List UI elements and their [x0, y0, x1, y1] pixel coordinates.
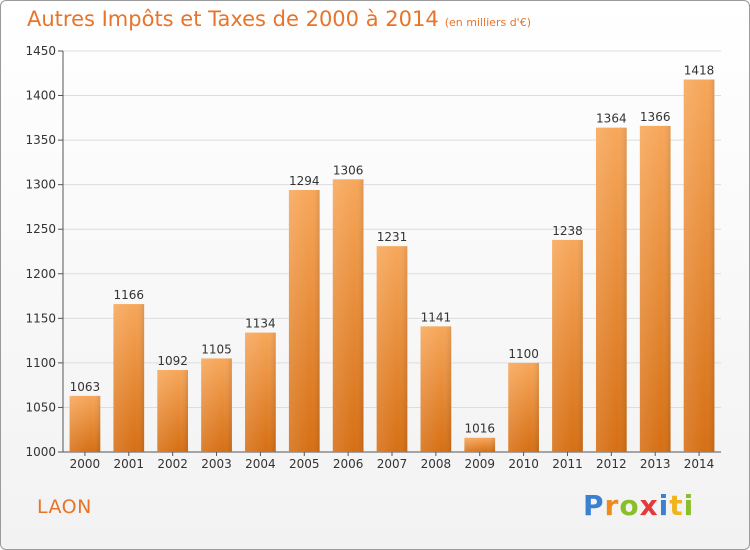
x-tick-label: 2010 [508, 457, 539, 471]
logo-letter: o [619, 489, 640, 522]
bar-shade [639, 125, 671, 452]
data-label: 1105 [201, 342, 232, 356]
logo-letter: i [683, 489, 695, 522]
bar-shade [157, 370, 189, 452]
x-tick-label: 2005 [289, 457, 320, 471]
chart-subtitle: (en milliers d'€) [444, 16, 531, 29]
data-label: 1141 [421, 310, 452, 324]
bar-shade [552, 239, 583, 452]
x-tick-label: 2007 [377, 457, 408, 471]
logo-letter: x [639, 489, 659, 522]
x-tick-label: 2002 [157, 457, 188, 471]
data-label: 1063 [70, 380, 101, 394]
data-label: 1134 [245, 317, 276, 331]
data-label: 1418 [684, 64, 715, 78]
bar-shade [201, 358, 232, 452]
y-tick-label: 1450 [25, 44, 56, 58]
city-label: LAON [37, 496, 92, 518]
logo-letter: P [583, 489, 605, 522]
x-tick-label: 2003 [201, 457, 232, 471]
y-tick-label: 1250 [25, 222, 56, 236]
x-tick-label: 2011 [552, 457, 583, 471]
logo-letter: t [669, 489, 684, 522]
data-label: 1294 [289, 174, 320, 188]
data-label: 1166 [114, 288, 145, 302]
logo-letter: i [658, 489, 670, 522]
x-tick-label: 2006 [333, 457, 364, 471]
data-label: 1364 [596, 112, 627, 126]
y-tick-label: 1300 [25, 178, 56, 192]
bar-shade [113, 304, 145, 452]
data-label: 1092 [157, 354, 188, 368]
bar-shade [69, 395, 101, 452]
bar-shade [288, 190, 320, 452]
x-tick-label: 2004 [245, 457, 276, 471]
y-tick-label: 1400 [25, 89, 56, 103]
y-tick-label: 1350 [25, 133, 56, 147]
y-tick-label: 1050 [25, 400, 56, 414]
x-tick-label: 2008 [421, 457, 452, 471]
x-tick-label: 2014 [684, 457, 715, 471]
data-label: 1016 [464, 422, 495, 436]
bar-shade [508, 362, 539, 452]
bar-shade [420, 326, 452, 452]
x-tick-label: 2009 [464, 457, 495, 471]
bar-shade [245, 332, 276, 452]
y-tick-label: 1000 [25, 445, 56, 459]
data-label: 1100 [508, 347, 539, 361]
x-tick-label: 2013 [640, 457, 671, 471]
bar-shade [376, 246, 408, 452]
data-label: 1231 [377, 230, 408, 244]
y-tick-label: 1100 [25, 356, 56, 370]
data-label: 1366 [640, 110, 671, 124]
x-tick-label: 2001 [114, 457, 145, 471]
bar-shade [464, 437, 496, 452]
chart-title: Autres Impôts et Taxes de 2000 à 2014 (en… [27, 7, 531, 31]
bar-shade [683, 79, 715, 452]
y-tick-label: 1200 [25, 267, 56, 281]
bar-shade [332, 179, 364, 452]
bar-shade [595, 127, 627, 452]
logo-letter: r [604, 489, 620, 522]
data-label: 1306 [333, 163, 364, 177]
chart-title-text: Autres Impôts et Taxes de 2000 à 2014 [27, 7, 439, 31]
y-tick-label: 1150 [25, 311, 56, 325]
x-tick-label: 2012 [596, 457, 627, 471]
proxiti-logo: Proxiti [583, 489, 694, 522]
data-label: 1238 [552, 224, 583, 238]
x-tick-label: 2000 [70, 457, 101, 471]
